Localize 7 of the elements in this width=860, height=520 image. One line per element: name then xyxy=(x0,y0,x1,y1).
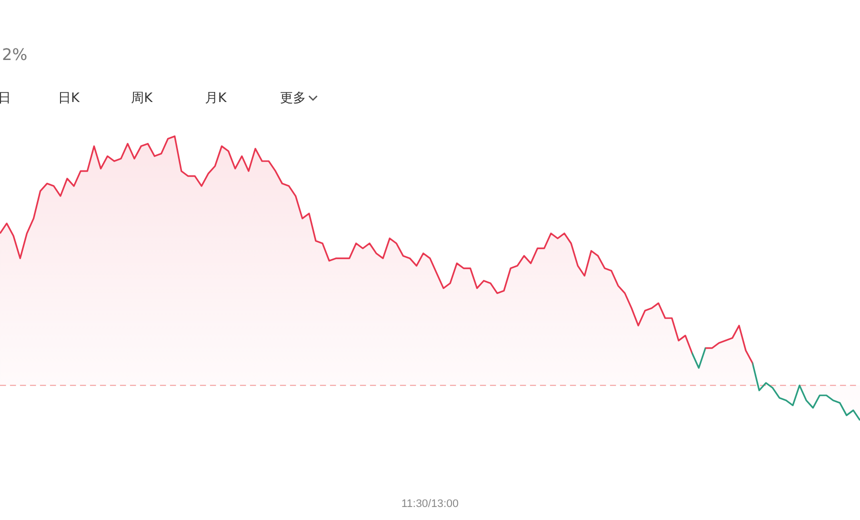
text: 周K xyxy=(131,91,153,106)
text: 日K xyxy=(58,91,80,106)
text: 日 xyxy=(0,91,11,106)
text: 2% xyxy=(2,45,28,64)
text: 更多 xyxy=(280,91,306,106)
text: 11:30/13:00 xyxy=(400,498,460,510)
text: 月K xyxy=(205,91,227,106)
